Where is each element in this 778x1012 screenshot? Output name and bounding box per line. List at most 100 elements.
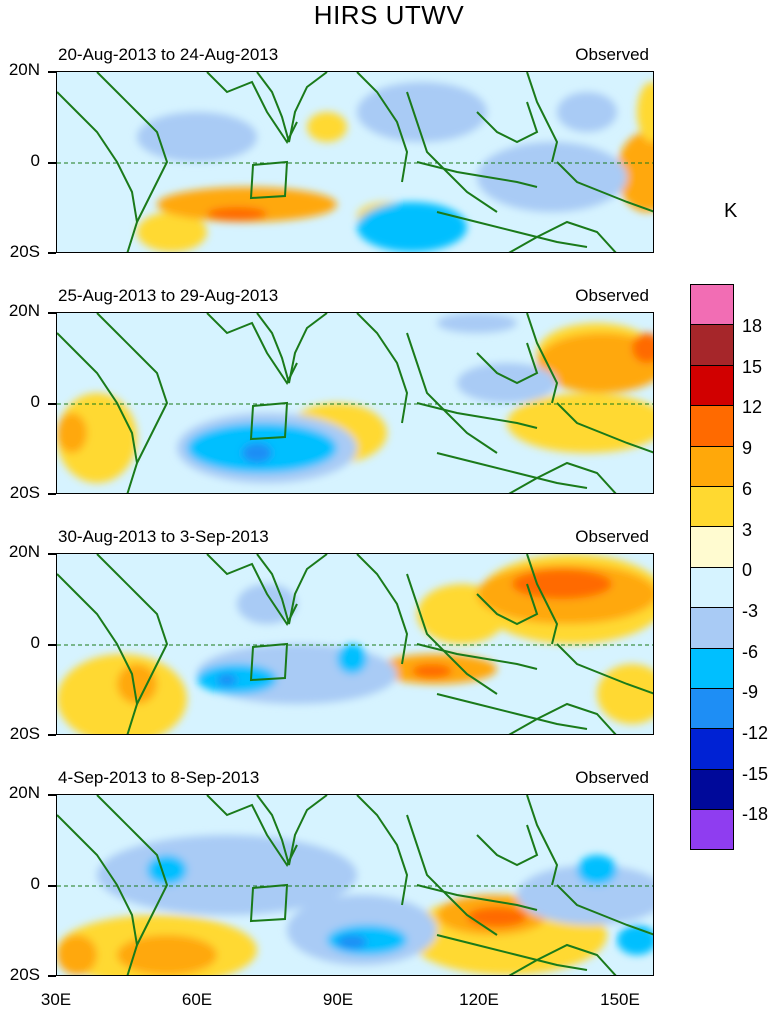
latitude-label: 20N xyxy=(8,301,40,320)
axis-tick xyxy=(48,644,56,646)
latitude-label: 20S xyxy=(9,965,40,984)
axis-tick xyxy=(48,312,56,314)
axis-tick xyxy=(48,403,56,405)
coastline xyxy=(356,795,409,906)
axis-tick xyxy=(48,493,56,495)
panel-date-range: 20-Aug-2013 to 24-Aug-2013 xyxy=(58,45,279,64)
coastline xyxy=(508,461,617,493)
anomaly-contour xyxy=(307,112,347,142)
panel-date-range: 25-Aug-2013 to 29-Aug-2013 xyxy=(58,286,279,305)
coastline xyxy=(556,161,653,213)
coastline xyxy=(556,402,653,454)
anomaly-contour xyxy=(197,664,277,694)
anomaly-contour xyxy=(57,935,97,975)
coastline xyxy=(96,554,169,705)
anomaly-contour xyxy=(597,664,653,724)
anomaly-contour xyxy=(632,333,653,363)
coastline xyxy=(476,101,539,144)
colorbar-swatch xyxy=(690,607,734,649)
coastline xyxy=(436,211,588,248)
anomaly-contour xyxy=(467,907,527,927)
colorbar-swatch xyxy=(690,284,734,326)
coastline xyxy=(406,814,498,936)
coastline xyxy=(256,795,328,866)
latitude-label: 0 xyxy=(30,151,40,170)
coastline xyxy=(508,702,617,734)
panel-observed-tag: Observed xyxy=(575,768,649,787)
longitude-label: 60E xyxy=(181,990,213,1009)
colorbar-swatch xyxy=(690,768,734,811)
latitude-label: 20S xyxy=(9,724,40,743)
coastline xyxy=(356,554,409,665)
colorbar-swatch xyxy=(690,364,734,407)
longitude-label: 150E xyxy=(600,990,640,1009)
coastline xyxy=(416,884,538,911)
coastline xyxy=(476,824,539,867)
coastline xyxy=(406,332,498,454)
coastline xyxy=(96,313,169,464)
anomaly-contour xyxy=(537,333,653,393)
map-panel xyxy=(56,71,654,253)
colorbar-level-label: -18 xyxy=(742,804,769,825)
longitude-label: 90E xyxy=(322,990,354,1009)
colorbar-swatch xyxy=(690,728,734,770)
axis-tick xyxy=(48,885,56,887)
anomaly-contour xyxy=(577,855,617,885)
colorbar-level-label: 0 xyxy=(742,560,753,581)
colorbar-level-label: 18 xyxy=(742,316,763,336)
anomaly-contour xyxy=(617,925,653,955)
latitude-label: 20S xyxy=(9,483,40,502)
coastline xyxy=(406,91,498,213)
coastline xyxy=(256,313,328,384)
coastline xyxy=(508,220,617,252)
longitude-label: 30E xyxy=(40,990,72,1009)
anomaly-contour xyxy=(517,865,653,925)
region-box xyxy=(249,642,289,682)
unit-label: K xyxy=(724,200,738,222)
colorbar-level-label: -15 xyxy=(742,763,769,784)
coastline xyxy=(96,795,169,946)
anomaly-contour xyxy=(217,674,237,686)
colorbar-swatch xyxy=(690,526,734,568)
anomaly-contour xyxy=(237,584,297,624)
figure-title: HIRS UTWV xyxy=(313,0,465,30)
latitude-label: 0 xyxy=(30,633,40,652)
anomaly-contour xyxy=(242,443,272,463)
anomaly-contour xyxy=(457,363,557,403)
coastline xyxy=(96,72,169,223)
panel-observed-tag: Observed xyxy=(575,45,649,64)
anomaly-contour xyxy=(57,413,87,453)
coastline xyxy=(508,943,617,975)
axis-tick xyxy=(48,252,56,254)
coastline xyxy=(206,313,298,385)
colorbar-level-label: 12 xyxy=(742,397,763,418)
region-box xyxy=(249,883,289,923)
colorbar-level-label: 3 xyxy=(742,519,753,540)
map-panel xyxy=(56,312,654,494)
axis-tick xyxy=(48,975,56,977)
coastline xyxy=(256,554,328,625)
panel-observed-tag: Observed xyxy=(575,527,649,546)
colorbar-level-label: 15 xyxy=(742,356,763,377)
coastline xyxy=(416,643,538,670)
latitude-label: 0 xyxy=(30,392,40,411)
coastline xyxy=(556,884,653,936)
panel-observed-tag: Observed xyxy=(575,286,649,305)
coastline xyxy=(526,795,559,886)
anomaly-contour xyxy=(617,132,653,212)
coastline xyxy=(436,693,588,730)
longitude-label: 120E xyxy=(459,990,499,1009)
coastline xyxy=(526,72,559,163)
coastline xyxy=(436,934,588,971)
panel-date-range: 4-Sep-2013 to 8-Sep-2013 xyxy=(58,768,260,787)
coastline xyxy=(356,72,409,183)
latitude-label: 20N xyxy=(8,783,40,802)
coastline xyxy=(57,91,139,252)
coastline xyxy=(476,583,539,626)
coastline xyxy=(476,342,539,385)
latitude-label: 0 xyxy=(30,874,40,893)
region-box xyxy=(249,160,289,200)
colorbar-swatch xyxy=(690,485,734,528)
map-panel xyxy=(56,794,654,976)
coastline xyxy=(416,402,538,429)
